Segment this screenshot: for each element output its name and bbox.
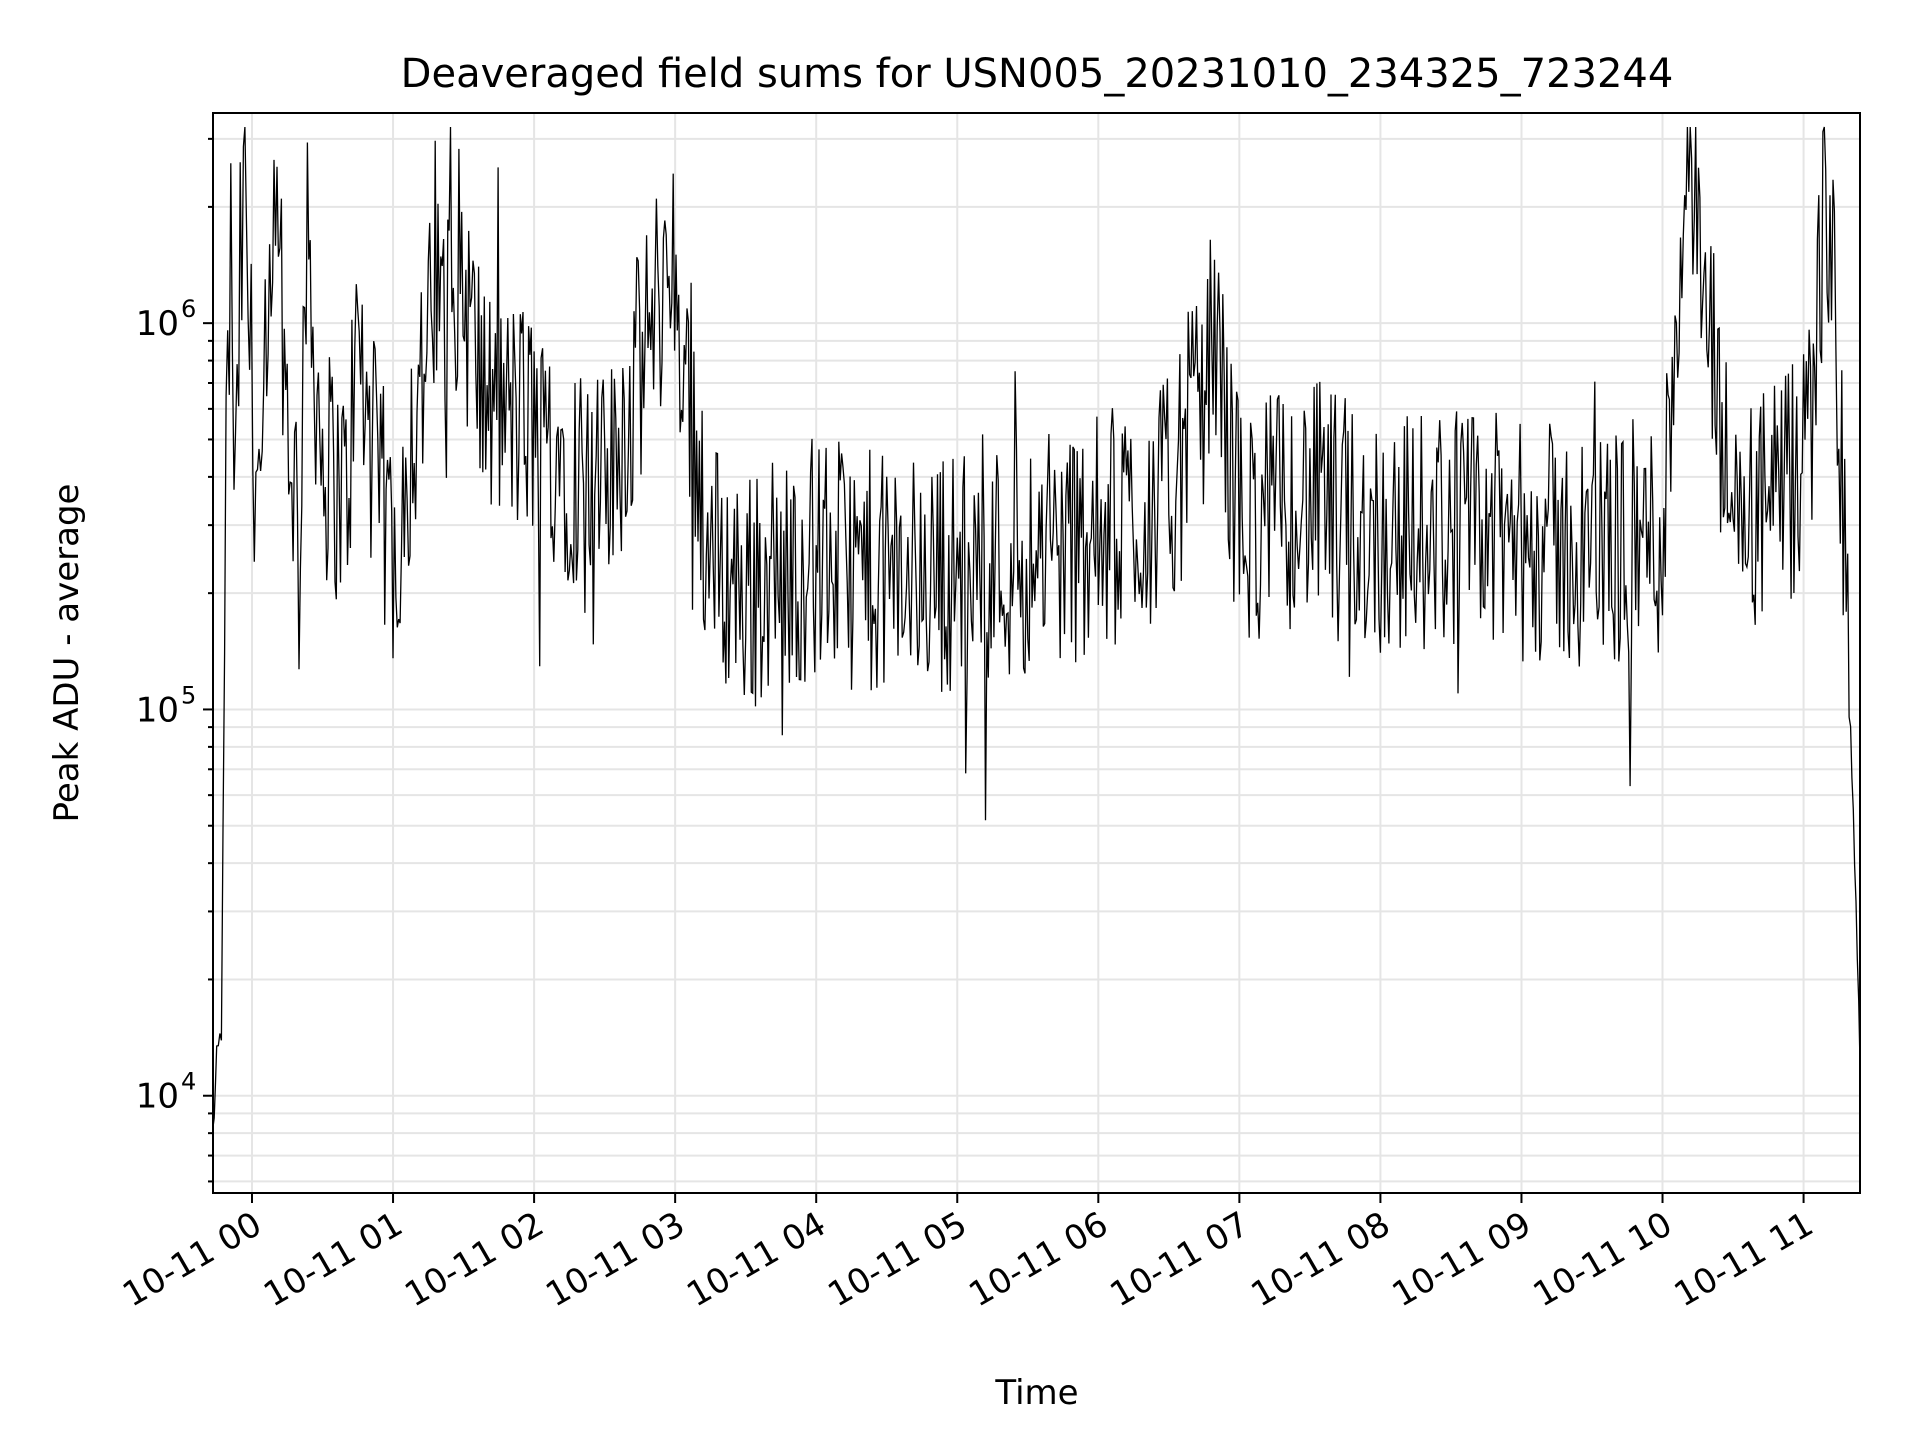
y-tick-label: 10 bbox=[136, 304, 179, 344]
grid-lines bbox=[213, 113, 1860, 1193]
plot-frame bbox=[212, 112, 1861, 1194]
y-tick-label: 10 bbox=[136, 1077, 179, 1117]
series-line bbox=[212, 126, 1861, 1128]
series-group bbox=[212, 126, 1861, 1128]
chart-title: Deaveraged field sums for USN005_2023101… bbox=[401, 51, 1674, 97]
y-tick-label: 10 bbox=[136, 690, 179, 730]
y-tick-exponent: 5 bbox=[181, 681, 196, 709]
x-axis-label: Time bbox=[994, 1373, 1078, 1413]
y-tick-exponent: 4 bbox=[181, 1068, 196, 1096]
y-tick-exponent: 6 bbox=[181, 295, 196, 323]
y-axis-label: Peak ADU - average bbox=[47, 484, 87, 823]
